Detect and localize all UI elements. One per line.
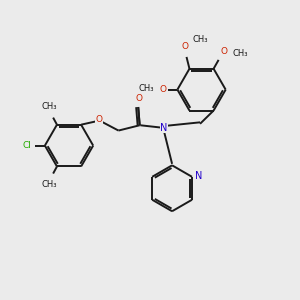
Text: Cl: Cl [22, 141, 31, 150]
Text: O: O [96, 115, 103, 124]
Text: CH₃: CH₃ [138, 84, 154, 93]
Text: CH₃: CH₃ [42, 180, 57, 189]
Text: O: O [159, 85, 166, 94]
Text: N: N [160, 123, 167, 133]
Text: O: O [182, 42, 188, 51]
Text: O: O [221, 47, 228, 56]
Text: N: N [195, 171, 202, 181]
Text: CH₃: CH₃ [192, 35, 208, 44]
Text: CH₃: CH₃ [232, 49, 248, 58]
Text: O: O [135, 94, 142, 103]
Text: CH₃: CH₃ [42, 102, 57, 111]
